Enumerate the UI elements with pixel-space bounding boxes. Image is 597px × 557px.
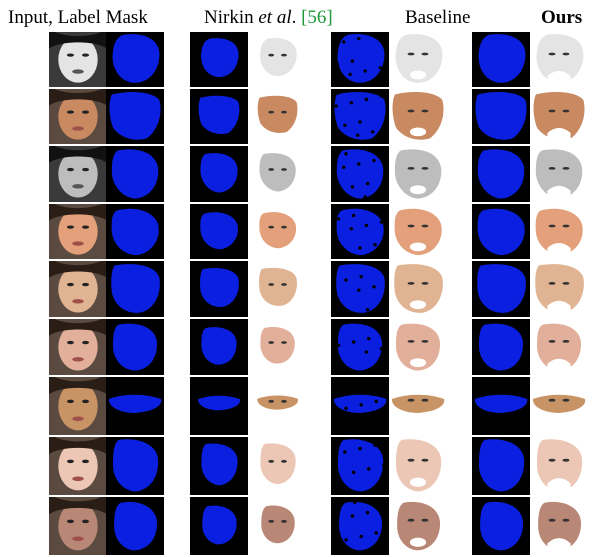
label-mask-row-2 [106, 89, 164, 144]
ours-mask-row-4 [472, 204, 530, 259]
nirkin-mask-row-7 [190, 377, 248, 435]
nirkin-mask-row-4 [190, 204, 248, 259]
nirkin-face-row-2 [248, 89, 306, 144]
input-photo-row-4 [49, 204, 107, 259]
ours-face-row-3 [530, 146, 588, 202]
header-input-label-mask: Input, Label Mask [8, 7, 148, 28]
baseline-face-row-9 [389, 497, 447, 555]
ours-face-row-7 [530, 377, 588, 435]
nirkin-mask-row-2 [190, 89, 248, 144]
baseline-mask-row-9 [331, 497, 389, 555]
ours-mask-row-2 [472, 89, 530, 144]
input-photo-row-5 [49, 261, 107, 317]
label-mask-row-1 [106, 32, 164, 87]
input-photo-row-6 [49, 319, 107, 375]
baseline-face-row-8 [389, 437, 447, 495]
baseline-face-row-1 [389, 32, 447, 87]
label-mask-row-3 [106, 146, 164, 202]
nirkin-face-row-3 [248, 146, 306, 202]
ours-face-row-1 [530, 32, 588, 87]
citation-link[interactable]: [56] [301, 7, 333, 28]
baseline-mask-row-1 [331, 32, 389, 87]
label-mask-row-8 [106, 437, 164, 495]
baseline-mask-row-4 [331, 204, 389, 259]
label-mask-row-9 [106, 497, 164, 555]
input-photo-row-2 [49, 89, 107, 144]
header-nirkin: Nirkin et al. [56] [204, 7, 333, 28]
baseline-face-row-3 [389, 146, 447, 202]
ours-mask-row-9 [472, 497, 530, 555]
ours-face-row-6 [530, 319, 588, 375]
ours-mask-row-1 [472, 32, 530, 87]
baseline-face-row-6 [389, 319, 447, 375]
nirkin-face-row-5 [248, 261, 306, 317]
baseline-face-row-2 [389, 89, 447, 144]
baseline-mask-row-2 [331, 89, 389, 144]
ours-mask-row-7 [472, 377, 530, 435]
nirkin-face-row-7 [248, 377, 306, 435]
nirkin-mask-row-3 [190, 146, 248, 202]
nirkin-mask-row-6 [190, 319, 248, 375]
nirkin-mask-row-1 [190, 32, 248, 87]
ours-face-row-5 [530, 261, 588, 317]
ours-mask-row-6 [472, 319, 530, 375]
baseline-mask-row-3 [331, 146, 389, 202]
ours-mask-row-5 [472, 261, 530, 317]
nirkin-face-row-8 [248, 437, 306, 495]
input-photo-row-3 [49, 146, 107, 202]
nirkin-face-row-1 [248, 32, 306, 87]
label-mask-row-6 [106, 319, 164, 375]
nirkin-face-row-4 [248, 204, 306, 259]
input-photo-row-8 [49, 437, 107, 495]
header-ours: Ours [541, 7, 583, 28]
nirkin-mask-row-9 [190, 497, 248, 555]
baseline-face-row-4 [389, 204, 447, 259]
ours-face-row-8 [530, 437, 588, 495]
baseline-face-row-5 [389, 261, 447, 317]
baseline-mask-row-7 [331, 377, 389, 435]
ours-mask-row-8 [472, 437, 530, 495]
baseline-mask-row-5 [331, 261, 389, 317]
baseline-mask-row-6 [331, 319, 389, 375]
nirkin-face-row-9 [248, 497, 306, 555]
baseline-mask-row-8 [331, 437, 389, 495]
ours-mask-row-3 [472, 146, 530, 202]
ours-face-row-4 [530, 204, 588, 259]
label-mask-row-5 [106, 261, 164, 317]
nirkin-mask-row-5 [190, 261, 248, 317]
baseline-face-row-7 [389, 377, 447, 435]
input-photo-row-7 [49, 377, 107, 435]
ours-face-row-2 [530, 89, 588, 144]
nirkin-mask-row-8 [190, 437, 248, 495]
header-baseline: Baseline [405, 7, 471, 28]
input-photo-row-1 [49, 32, 107, 87]
label-mask-row-7 [106, 377, 164, 435]
input-photo-row-9 [49, 497, 107, 555]
ours-face-row-9 [530, 497, 588, 555]
nirkin-face-row-6 [248, 319, 306, 375]
label-mask-row-4 [106, 204, 164, 259]
